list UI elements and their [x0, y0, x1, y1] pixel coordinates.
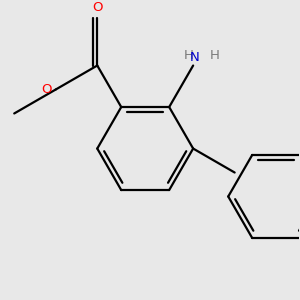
Text: H: H	[183, 49, 193, 62]
Text: O: O	[92, 1, 103, 14]
Text: H: H	[209, 49, 219, 62]
Text: N: N	[190, 51, 200, 64]
Text: O: O	[41, 83, 52, 96]
